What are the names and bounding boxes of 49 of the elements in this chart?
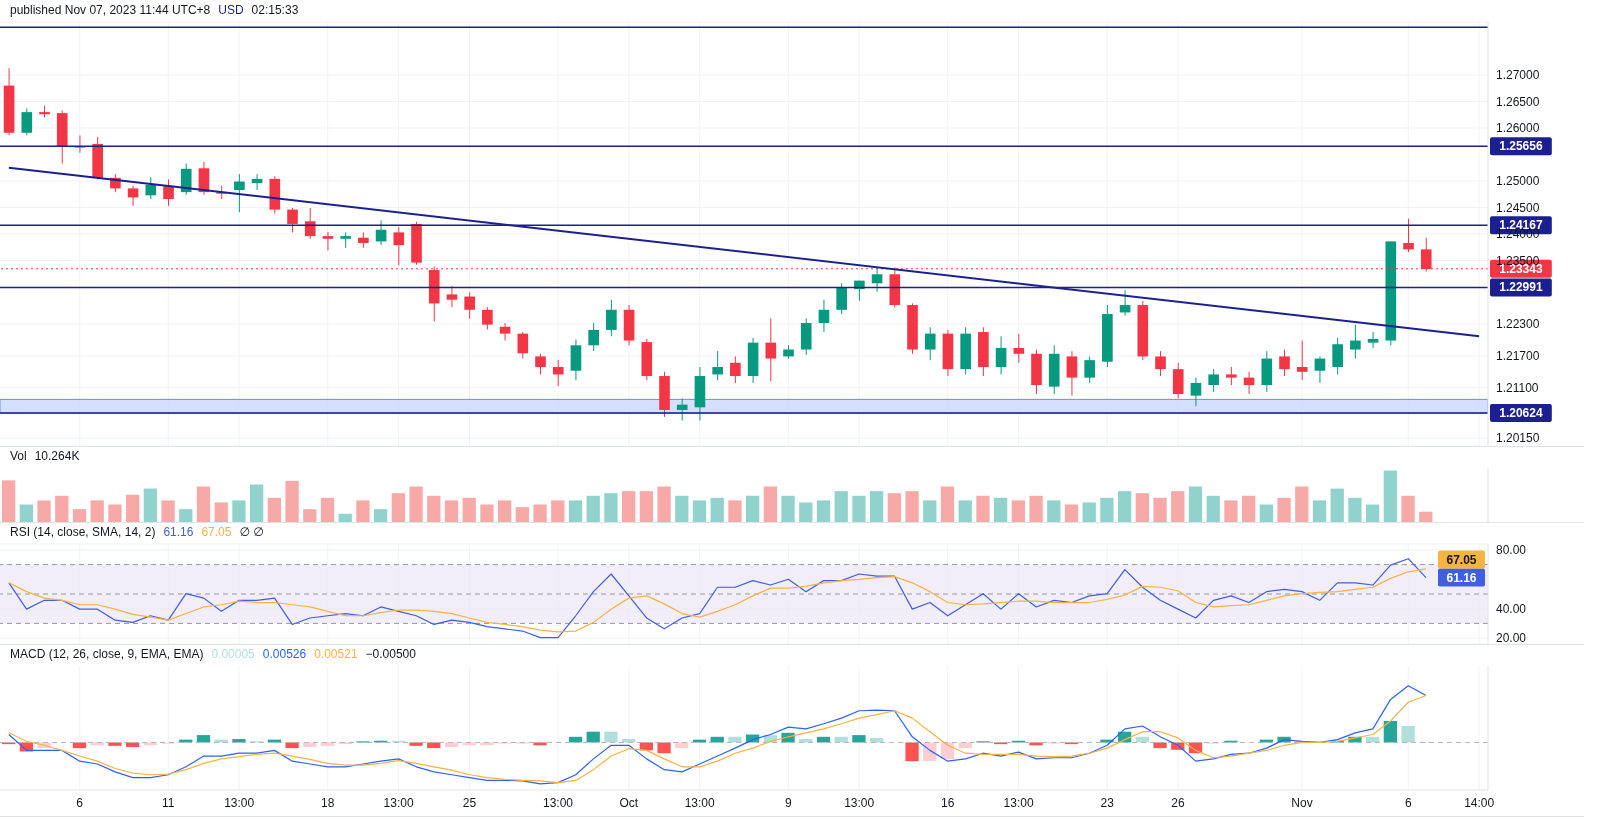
text: 67.05 xyxy=(201,525,232,539)
y-tick-label: 80.00 xyxy=(1496,543,1527,558)
text: 61.16 xyxy=(163,525,194,539)
text: 02:15:33 xyxy=(251,3,299,17)
y-tick-label: 1.26500 xyxy=(1496,94,1540,109)
ref-line-label: 1.20624 xyxy=(1499,405,1543,420)
x-tick-label: 6 xyxy=(1404,795,1412,810)
y-tick-label: 1.21100 xyxy=(1496,380,1539,395)
x-tick-label: 13:00 xyxy=(224,795,255,810)
text: 0.00005 xyxy=(211,647,255,661)
x-tick-label: Oct xyxy=(619,795,639,810)
text: −0.00500 xyxy=(365,647,416,661)
y-tick-label: 1.22300 xyxy=(1496,317,1540,332)
text: USD xyxy=(218,3,244,17)
x-tick-label: 13:00 xyxy=(1003,795,1034,810)
text: 0.00521 xyxy=(314,647,358,661)
x-tick-label: 13:00 xyxy=(542,795,574,810)
y-tick-label: 1.24500 xyxy=(1496,200,1540,215)
chart-title: published Nov 07, 2023 11:44 UTC+8 xyxy=(10,3,211,17)
x-tick-label: Nov xyxy=(1291,795,1313,810)
y-tick-label: 1.26000 xyxy=(1496,121,1540,136)
y-tick-label: 1.27000 xyxy=(1496,68,1540,83)
x-tick-label: 11 xyxy=(162,795,175,810)
y-tick-label: 40.00 xyxy=(1496,601,1527,616)
x-tick-label: 23 xyxy=(1100,795,1115,810)
chart-title: MACD (12, 26, close, 9, EMA, EMA) xyxy=(10,647,204,661)
chart-title: RSI (14, close, SMA, 14, 2) xyxy=(10,525,156,539)
data-label: 61.16 xyxy=(1446,570,1477,585)
x-tick-label: 26 xyxy=(1171,795,1185,810)
x-tick-label: 14:00 xyxy=(1464,795,1495,810)
x-tick-label: 6 xyxy=(76,795,84,810)
text: ∅ ∅ xyxy=(239,525,264,539)
y-tick-label: 1.20150 xyxy=(1496,431,1540,446)
x-tick-label: 13:00 xyxy=(844,795,875,810)
x-tick-label: 13:00 xyxy=(684,795,716,810)
x-tick-label: 13:00 xyxy=(383,795,414,810)
x-tick-label: 9 xyxy=(784,795,792,810)
ref-line-label: 1.22991 xyxy=(1499,280,1543,295)
y-tick-label: 20.00 xyxy=(1496,631,1527,646)
x-tick-label: 18 xyxy=(321,795,335,810)
x-tick-label: 16 xyxy=(941,795,955,810)
x-tick-label: 25 xyxy=(462,795,477,810)
text: 10.264K xyxy=(34,449,80,463)
ref-line-label: 1.25656 xyxy=(1499,139,1543,154)
y-tick-label: 1.25000 xyxy=(1496,174,1540,189)
data-label: 67.05 xyxy=(1446,552,1477,567)
y-tick-label: 1.21700 xyxy=(1496,349,1540,364)
text: 0.00526 xyxy=(262,647,307,661)
chart-title: Vol xyxy=(10,449,27,463)
